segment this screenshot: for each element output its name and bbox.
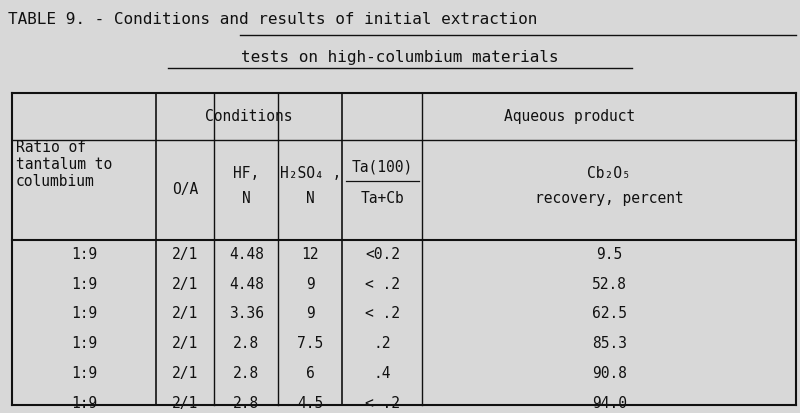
Text: 12: 12 bbox=[302, 247, 319, 262]
Text: 2/1: 2/1 bbox=[172, 247, 198, 262]
Text: N: N bbox=[242, 191, 250, 206]
Text: H₂SO₄ ,: H₂SO₄ , bbox=[280, 166, 341, 181]
Text: Ratio of: Ratio of bbox=[16, 140, 86, 155]
Text: <0.2: <0.2 bbox=[365, 247, 400, 262]
Text: 1:9: 1:9 bbox=[71, 396, 97, 411]
Text: tests on high-columbium materials: tests on high-columbium materials bbox=[241, 50, 559, 64]
Text: 7.5: 7.5 bbox=[298, 336, 323, 351]
Text: 4.48: 4.48 bbox=[229, 247, 264, 262]
Text: .2: .2 bbox=[374, 336, 391, 351]
Text: 1:9: 1:9 bbox=[71, 306, 97, 321]
Text: 4.5: 4.5 bbox=[298, 396, 323, 411]
Text: 1:9: 1:9 bbox=[71, 247, 97, 262]
Text: 1:9: 1:9 bbox=[71, 277, 97, 292]
Text: columbium: columbium bbox=[16, 174, 94, 190]
Text: 6: 6 bbox=[306, 366, 314, 381]
Text: 52.8: 52.8 bbox=[592, 277, 626, 292]
Text: < .2: < .2 bbox=[365, 306, 400, 321]
Text: 9: 9 bbox=[306, 306, 314, 321]
Text: 1:9: 1:9 bbox=[71, 366, 97, 381]
Text: Ta(100): Ta(100) bbox=[352, 160, 413, 175]
Text: O/A: O/A bbox=[172, 183, 198, 197]
Text: 2/1: 2/1 bbox=[172, 396, 198, 411]
Text: recovery, percent: recovery, percent bbox=[535, 191, 683, 206]
Text: 3.36: 3.36 bbox=[229, 306, 264, 321]
Text: HF,: HF, bbox=[234, 166, 259, 181]
Text: 2/1: 2/1 bbox=[172, 336, 198, 351]
Text: N: N bbox=[306, 191, 314, 206]
Text: < .2: < .2 bbox=[365, 277, 400, 292]
Text: 85.3: 85.3 bbox=[592, 336, 626, 351]
Text: 9: 9 bbox=[306, 277, 314, 292]
Text: 4.48: 4.48 bbox=[229, 277, 264, 292]
Text: 9.5: 9.5 bbox=[596, 247, 622, 262]
Text: 62.5: 62.5 bbox=[592, 306, 626, 321]
Text: 2.8: 2.8 bbox=[234, 396, 259, 411]
Text: 2/1: 2/1 bbox=[172, 306, 198, 321]
Text: 90.8: 90.8 bbox=[592, 366, 626, 381]
Text: 2.8: 2.8 bbox=[234, 366, 259, 381]
Text: 1:9: 1:9 bbox=[71, 336, 97, 351]
Text: .4: .4 bbox=[374, 366, 391, 381]
Text: Aqueous product: Aqueous product bbox=[503, 109, 635, 124]
Text: 2.8: 2.8 bbox=[234, 336, 259, 351]
Text: 2/1: 2/1 bbox=[172, 366, 198, 381]
Text: tantalum to: tantalum to bbox=[16, 157, 112, 172]
Text: 94.0: 94.0 bbox=[592, 396, 626, 411]
Text: Conditions: Conditions bbox=[206, 109, 293, 124]
Text: 2/1: 2/1 bbox=[172, 277, 198, 292]
Text: Ta+Cb: Ta+Cb bbox=[361, 191, 404, 206]
Text: Cb₂O₅: Cb₂O₅ bbox=[587, 166, 631, 181]
Text: < .2: < .2 bbox=[365, 396, 400, 411]
Text: TABLE 9. - Conditions and results of initial extraction: TABLE 9. - Conditions and results of ini… bbox=[8, 12, 538, 27]
